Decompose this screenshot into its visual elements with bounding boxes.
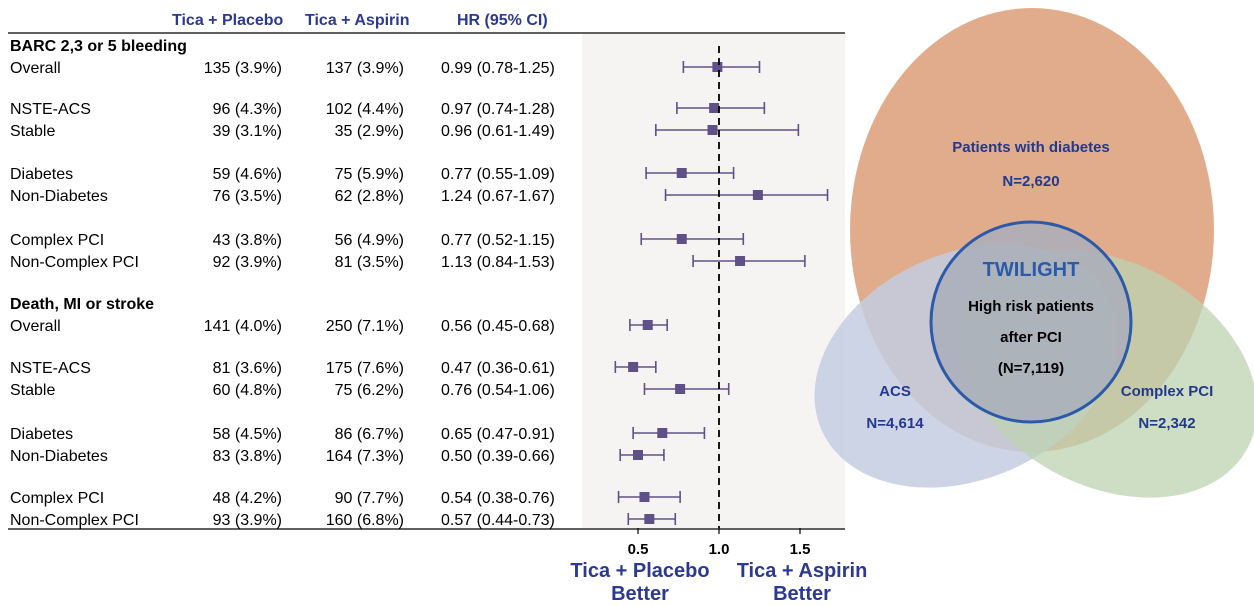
hr-point <box>707 125 718 135</box>
row-placebo: 76 (3.5%) <box>213 188 282 205</box>
row-label: Non-Diabetes <box>10 188 108 205</box>
row-placebo: 60 (4.8%) <box>213 382 282 399</box>
row-hr: 0.54 (0.38-0.76) <box>441 490 555 507</box>
row-hr: 0.65 (0.47-0.91) <box>441 426 555 443</box>
venn-acs-n: N=4,614 <box>866 415 924 432</box>
x-tick-label: 0.5 <box>628 541 649 558</box>
row-aspirin: 75 (5.9%) <box>335 166 404 183</box>
favors-left-line1: Tica + Placebo <box>570 560 709 582</box>
section-title: BARC 2,3 or 5 bleeding <box>10 38 187 55</box>
row-placebo: 81 (3.6%) <box>213 360 282 377</box>
section-title: Death, MI or stroke <box>10 296 154 313</box>
favors-left-line2: Better <box>611 583 669 605</box>
row-placebo: 39 (3.1%) <box>213 123 282 140</box>
row-aspirin: 175 (7.6%) <box>326 360 404 377</box>
row-hr: 0.77 (0.55-1.09) <box>441 166 555 183</box>
venn-complex-n: N=2,342 <box>1138 415 1195 432</box>
hr-point <box>709 103 720 113</box>
row-label: NSTE-ACS <box>10 360 91 377</box>
row-placebo: 83 (3.8%) <box>213 448 282 465</box>
row-placebo: 48 (4.2%) <box>213 490 282 507</box>
row-label: Complex PCI <box>10 232 104 249</box>
plot-marks <box>614 46 829 528</box>
hr-point <box>676 168 687 178</box>
venn-center-line1: High risk patients <box>968 298 1094 315</box>
row-label: Overall <box>10 60 61 77</box>
hr-point <box>644 514 655 524</box>
x-tick-label: 1.5 <box>790 541 811 558</box>
venn-center-title: TWILIGHT <box>983 259 1080 281</box>
row-label: Diabetes <box>10 166 73 183</box>
venn-diabetes-label: Patients with diabetes <box>952 139 1110 156</box>
hr-point <box>639 492 650 502</box>
row-placebo: 93 (3.9%) <box>213 512 282 529</box>
plot-area <box>582 34 845 528</box>
row-label: Non-Complex PCI <box>10 254 139 271</box>
venn-diagram: Patients with diabetes N=2,620 TWILIGHT … <box>814 8 1254 498</box>
row-label: NSTE-ACS <box>10 101 91 118</box>
row-hr: 1.24 (0.67-1.67) <box>441 188 555 205</box>
row-hr: 1.13 (0.84-1.53) <box>441 254 555 271</box>
row-aspirin: 81 (3.5%) <box>335 254 404 271</box>
hr-point <box>657 428 668 438</box>
row-aspirin: 56 (4.9%) <box>335 232 404 249</box>
row-hr: 0.97 (0.74-1.28) <box>441 101 555 118</box>
row-aspirin: 160 (6.8%) <box>326 512 404 529</box>
venn-complex-label: Complex PCI <box>1121 383 1214 400</box>
x-tick-label: 1.0 <box>709 541 730 558</box>
hr-point <box>675 384 686 394</box>
row-aspirin: 250 (7.1%) <box>326 318 404 335</box>
row-aspirin: 75 (6.2%) <box>335 382 404 399</box>
venn-acs-label: ACS <box>879 383 911 400</box>
row-label: Stable <box>10 123 55 140</box>
venn-center-line2: after PCI <box>1000 329 1062 346</box>
row-label: Complex PCI <box>10 490 104 507</box>
header-placebo: Tica + Placebo <box>172 12 284 29</box>
row-label: Overall <box>10 318 61 335</box>
row-hr: 0.99 (0.78-1.25) <box>441 60 555 77</box>
header-hr: HR (95% CI) <box>457 12 548 29</box>
row-hr: 0.50 (0.39-0.66) <box>441 448 555 465</box>
row-hr: 0.77 (0.52-1.15) <box>441 232 555 249</box>
venn-center-circle <box>929 220 1133 424</box>
row-placebo: 59 (4.6%) <box>213 166 282 183</box>
table-rows: BARC 2,3 or 5 bleeding Overall 135 (3.9%) 1… <box>10 38 555 529</box>
row-hr: 0.57 (0.44-0.73) <box>441 512 555 529</box>
row-aspirin: 102 (4.4%) <box>326 101 404 118</box>
row-placebo: 43 (3.8%) <box>213 232 282 249</box>
row-aspirin: 90 (7.7%) <box>335 490 404 507</box>
hr-point <box>633 450 643 460</box>
row-placebo: 92 (3.9%) <box>213 254 282 271</box>
hr-point <box>712 62 723 72</box>
hr-point <box>628 362 639 372</box>
row-label: Diabetes <box>10 426 73 443</box>
row-placebo: 96 (4.3%) <box>213 101 282 118</box>
row-aspirin: 164 (7.3%) <box>326 448 404 465</box>
row-label: Non-Complex PCI <box>10 512 139 529</box>
favors-right-line2: Better <box>773 583 831 605</box>
hr-point <box>735 256 746 266</box>
row-aspirin: 35 (2.9%) <box>335 123 404 140</box>
venn-diabetes-n: N=2,620 <box>1002 173 1059 190</box>
x-axis: 0.5 1.0 1.5 <box>628 528 811 558</box>
hr-point <box>676 234 687 244</box>
row-hr: 0.96 (0.61-1.49) <box>441 123 555 140</box>
hr-point <box>642 320 653 330</box>
header-aspirin: Tica + Aspirin <box>305 12 409 29</box>
row-hr: 0.76 (0.54-1.06) <box>441 382 555 399</box>
row-placebo: 141 (4.0%) <box>204 318 282 335</box>
row-aspirin: 86 (6.7%) <box>335 426 404 443</box>
row-aspirin: 137 (3.9%) <box>326 60 404 77</box>
favors-right-line1: Tica + Aspirin <box>737 560 868 582</box>
row-hr: 0.47 (0.36-0.61) <box>441 360 555 377</box>
row-aspirin: 62 (2.8%) <box>335 188 404 205</box>
row-hr: 0.56 (0.45-0.68) <box>441 318 555 335</box>
row-label: Non-Diabetes <box>10 448 108 465</box>
row-placebo: 135 (3.9%) <box>204 60 282 77</box>
row-label: Stable <box>10 382 55 399</box>
row-placebo: 58 (4.5%) <box>213 426 282 443</box>
hr-point <box>752 190 763 200</box>
venn-center-line3: (N=7,119) <box>998 360 1064 377</box>
